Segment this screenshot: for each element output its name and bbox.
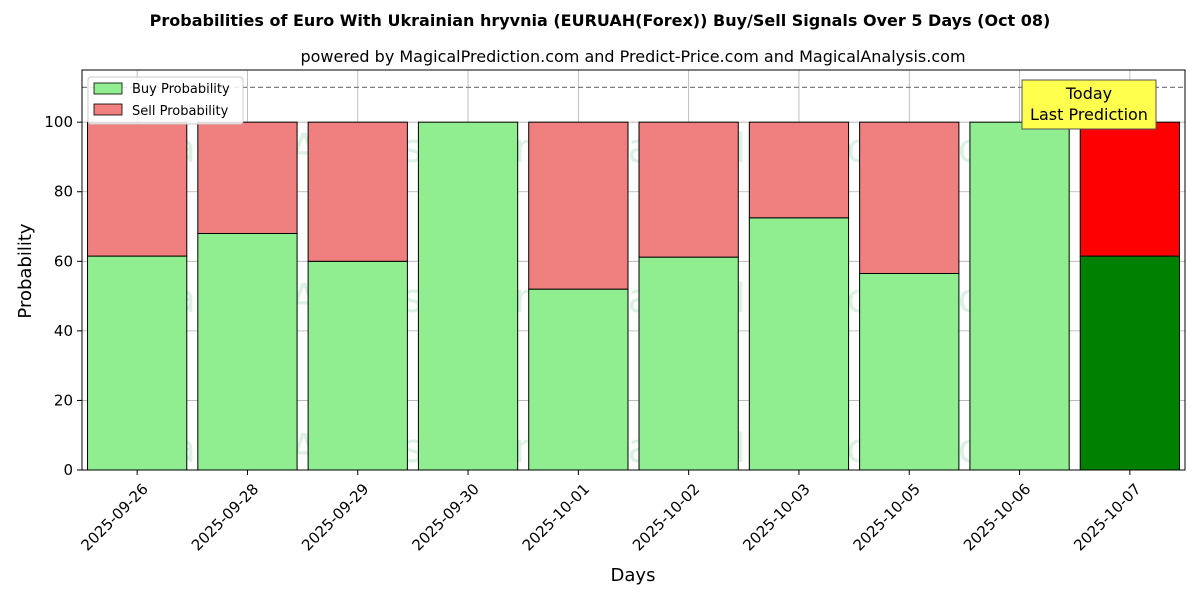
x-tick-label: 2025-10-05 [850, 480, 924, 554]
y-tick-label: 60 [54, 252, 73, 270]
buy-bar [748, 217, 850, 471]
sell-bar [859, 121, 960, 274]
buy-bar [417, 121, 519, 471]
x-tick-label: 2025-10-06 [960, 480, 1034, 554]
y-tick-label: 40 [54, 322, 73, 340]
buy-bar [638, 256, 739, 471]
sell-bar [528, 121, 629, 290]
sell-bar [638, 121, 739, 258]
chart-subtitle: powered by MagicalPrediction.com and Pre… [300, 47, 965, 66]
x-axis: 2025-09-26 2025-09-28 2025-09-29 2025-09-30… [78, 470, 1145, 554]
legend-sell-swatch [93, 103, 123, 116]
x-tick-label: 2025-10-02 [629, 480, 703, 554]
x-tick-label: 2025-09-28 [188, 480, 262, 554]
y-tick-label: 100 [44, 113, 73, 131]
x-tick-label: 2025-10-07 [1070, 480, 1144, 554]
chart-title: Probabilities of Euro With Ukrainian hry… [150, 11, 1051, 30]
x-axis-label: Days [611, 565, 656, 586]
y-tick-label: 80 [54, 183, 73, 201]
sell-bar [197, 121, 298, 234]
sell-bar [748, 121, 850, 219]
buy-bar [1079, 255, 1180, 471]
sell-bar [87, 121, 188, 257]
annotation-line-1: Today [1065, 84, 1112, 103]
buy-bar [307, 260, 408, 471]
x-tick-label: 2025-09-29 [298, 480, 372, 554]
x-tick-label: 2025-10-01 [519, 480, 593, 554]
sell-bar [307, 121, 408, 262]
sell-bar [1079, 121, 1180, 257]
legend: Buy Probability Sell Probability [87, 76, 244, 125]
legend-frame [87, 76, 244, 125]
legend-sell-label: Sell Probability [132, 104, 229, 119]
y-axis-label: Probability [15, 223, 36, 318]
y-tick-label: 0 [63, 461, 73, 479]
buy-bar [197, 232, 298, 471]
buy-bar [528, 288, 629, 471]
x-tick-label: 2025-10-03 [739, 480, 813, 554]
annotation-line-2: Last Prediction [1030, 105, 1148, 124]
buy-bar [969, 121, 1070, 471]
bars [87, 121, 1180, 471]
plot-frame [81, 69, 1186, 471]
x-tick-label: 2025-09-26 [78, 480, 152, 554]
y-tick-label: 20 [54, 391, 73, 409]
annotation-box [1021, 79, 1157, 130]
buy-bar [859, 272, 960, 471]
buy-bar [87, 255, 188, 471]
y-axis: 0 20 40 60 80 100 [44, 113, 82, 479]
legend-buy-label: Buy Probability [132, 82, 230, 97]
x-tick-label: 2025-09-30 [408, 480, 482, 554]
legend-buy-swatch [93, 82, 123, 95]
today-annotation: Today Last Prediction [1021, 79, 1157, 130]
